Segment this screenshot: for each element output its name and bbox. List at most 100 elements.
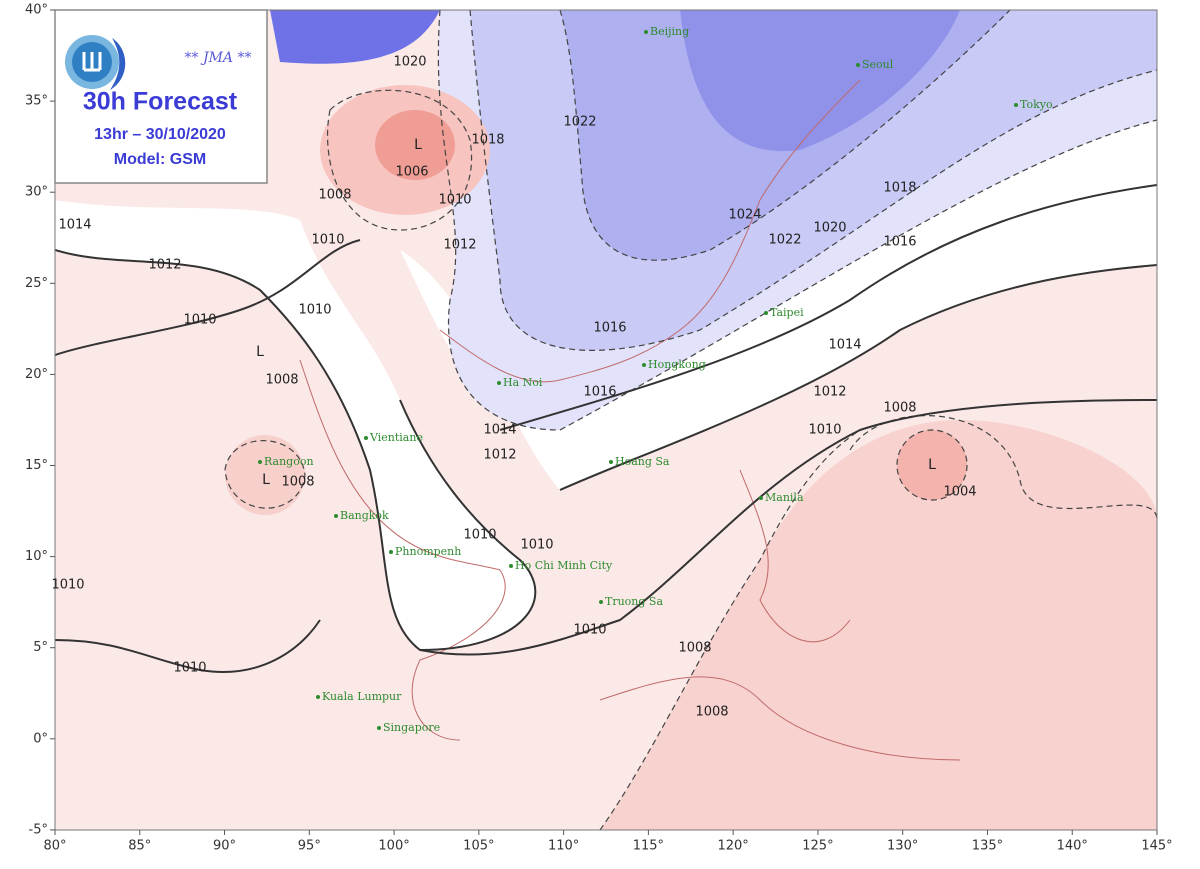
- latitude-label: 15°: [25, 458, 48, 473]
- city-marker: [258, 460, 262, 464]
- latitude-label: 30°: [25, 185, 48, 200]
- city-label: Truong Sa: [605, 595, 663, 608]
- isobar-label: 1014: [58, 218, 91, 233]
- latitude-label: 5°: [33, 640, 48, 655]
- city-label: Bangkok: [340, 509, 389, 522]
- city-marker: [316, 695, 320, 699]
- longitude-label: 115°: [633, 839, 664, 854]
- latitude-label: 40°: [25, 3, 48, 18]
- isobar-label: 1010: [311, 233, 344, 248]
- longitude-label: 140°: [1057, 839, 1088, 854]
- city-label: Vientiane: [369, 431, 423, 444]
- isobar-label: 1008: [265, 373, 298, 388]
- isobar-label: 1010: [51, 578, 84, 593]
- isobar-label: 1008: [281, 475, 314, 490]
- city-marker: [759, 496, 763, 500]
- city-label: Phnompenh: [395, 545, 461, 558]
- isobar-label: 1010: [520, 538, 553, 553]
- forecast-title: 30h Forecast: [83, 88, 238, 116]
- pressure-field: [55, 10, 1157, 830]
- isobar-label: 1020: [813, 221, 846, 236]
- latitude-label: 20°: [25, 367, 48, 382]
- isobar-label: 1012: [483, 448, 516, 463]
- city-label: Hoang Sa: [615, 455, 670, 468]
- low-pressure-center: L: [414, 137, 422, 153]
- longitude-label: 145°: [1141, 839, 1172, 854]
- city-label: Singapore: [383, 721, 440, 734]
- isobar-label: 1012: [148, 258, 181, 273]
- city-marker: [389, 550, 393, 554]
- city-label: Ho Chi Minh City: [515, 559, 613, 572]
- latitude-label: 10°: [25, 549, 48, 564]
- city-label: Beijing: [650, 25, 689, 38]
- city-label: Taipei: [770, 306, 804, 319]
- isobar-label: 1010: [573, 623, 606, 638]
- latitude-label: 35°: [25, 94, 48, 109]
- isobar-label: 1014: [828, 338, 861, 353]
- longitude-label: 95°: [298, 839, 321, 854]
- header-box: ** JMA ** 30h Forecast 13hr – 30/10/2020…: [54, 9, 268, 184]
- longitude-label: 135°: [972, 839, 1003, 854]
- city-marker: [497, 381, 501, 385]
- city-marker: [364, 436, 368, 440]
- city-marker: [856, 63, 860, 67]
- isobar-label: 1010: [808, 423, 841, 438]
- latitude-label: 25°: [25, 276, 48, 291]
- low-pressure-center: L: [262, 472, 270, 488]
- agency: ** JMA **: [185, 50, 252, 66]
- longitude-label: 100°: [378, 839, 409, 854]
- low-pressure-center: L: [928, 457, 936, 473]
- longitude-label: 90°: [213, 839, 236, 854]
- city-label: Hongkong: [648, 358, 706, 371]
- isobar-label: 1016: [593, 321, 626, 336]
- longitude-label: 105°: [463, 839, 494, 854]
- city-label: Ha Noi: [503, 376, 543, 389]
- isobar-label: 1010: [183, 313, 216, 328]
- longitude-label: 130°: [887, 839, 918, 854]
- city-label: Seoul: [862, 58, 894, 71]
- isobar-label: 1022: [563, 115, 596, 130]
- city-marker: [609, 460, 613, 464]
- city-marker: [509, 564, 513, 568]
- city-marker: [644, 30, 648, 34]
- isobar-label: 1020: [393, 55, 426, 70]
- isobar-label: 1006: [395, 165, 428, 180]
- city-label: Rangoon: [264, 455, 314, 468]
- city-marker: [764, 311, 768, 315]
- city-marker: [642, 363, 646, 367]
- longitude-label: 120°: [717, 839, 748, 854]
- longitude-label: 125°: [802, 839, 833, 854]
- isobar-label: 1012: [443, 238, 476, 253]
- isobar-label: 1024: [728, 208, 761, 223]
- map-labels: Beijing Seoul Tokyo Taipei Hongkong Ha Noi Vie…: [51, 25, 1053, 734]
- isobar-label: 1016: [883, 235, 916, 250]
- isobar-label: 1010: [298, 303, 331, 318]
- isobar-label: 1018: [471, 133, 504, 148]
- forecast-time: 13hr – 30/10/2020: [94, 126, 226, 143]
- isobar-label: 1008: [883, 401, 916, 416]
- isobar-label: 1018: [883, 181, 916, 196]
- city-label: Kuala Lumpur: [322, 690, 402, 703]
- city-label: Manila: [765, 491, 804, 504]
- low-pressure-center: L: [256, 344, 264, 360]
- city-marker: [599, 600, 603, 604]
- longitude-label: 85°: [128, 839, 151, 854]
- isobar-label: 1004: [943, 485, 976, 500]
- city-label: Tokyo: [1020, 98, 1053, 111]
- isobar-label: 1014: [483, 423, 516, 438]
- longitude-label: 110°: [548, 839, 579, 854]
- city-marker: [334, 514, 338, 518]
- isobar-label: 1022: [768, 233, 801, 248]
- longitude-label: 80°: [43, 839, 66, 854]
- latitude-label: 0°: [33, 731, 48, 746]
- isobar-label: 1010: [463, 528, 496, 543]
- isobar-label: 1010: [173, 661, 206, 676]
- isobar-label: 1008: [318, 188, 351, 203]
- isobar-label: 1016: [583, 385, 616, 400]
- model: Model: GSM: [114, 151, 206, 168]
- city-marker: [377, 726, 381, 730]
- city-marker: [1014, 103, 1018, 107]
- isobar-label: 1008: [678, 641, 711, 656]
- isobar-label: 1012: [813, 385, 846, 400]
